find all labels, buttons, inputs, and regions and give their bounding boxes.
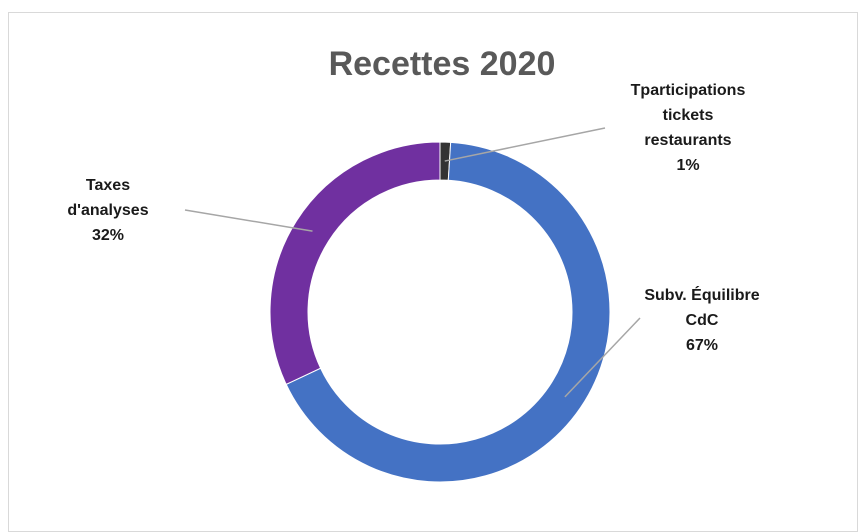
leader-line <box>184 209 313 232</box>
slice-taxes-analyses <box>269 141 441 386</box>
leader-line <box>444 127 606 162</box>
label-subv-equilibre: Subv. Équilibre CdC 67% <box>644 285 759 354</box>
chart-title: Recettes 2020 <box>329 45 556 83</box>
label-tparticipations: Tparticipations tickets restaurants 1% <box>631 82 746 174</box>
slice-subv-equilibre <box>285 141 611 483</box>
leader-line <box>564 317 641 398</box>
donut-slices <box>269 141 611 483</box>
leader-lines <box>184 127 641 398</box>
data-labels: Tparticipations tickets restaurants 1% Subv.… <box>67 82 759 354</box>
label-taxes-analyses: Taxes d'analyses 32% <box>67 177 148 244</box>
